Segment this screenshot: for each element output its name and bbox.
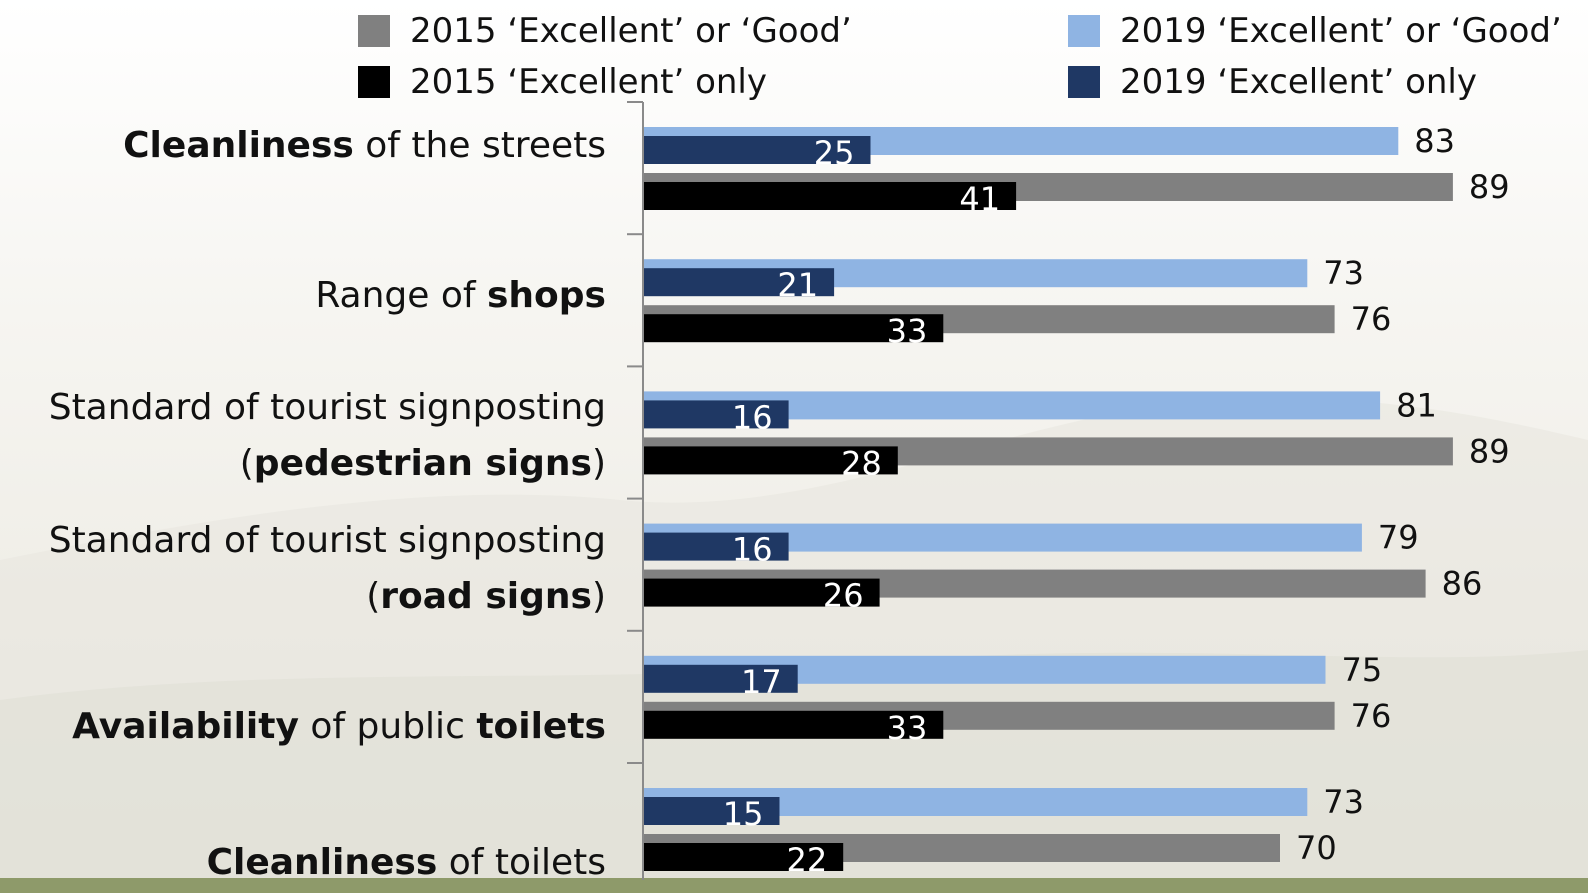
legend-swatch xyxy=(1068,15,1100,47)
bar-2019-excellent-only xyxy=(643,268,835,297)
data-label-2015-excellent-or-good: 70 xyxy=(1296,829,1337,867)
bar-2019-excellent-only xyxy=(643,136,871,164)
bar-2019-excellent-only xyxy=(643,400,789,429)
category-label-part: pedestrian signs xyxy=(253,443,592,485)
y-axis xyxy=(627,101,644,880)
category-label-part: Standard of tourist signposting xyxy=(48,519,606,561)
data-label-2019-excellent-only: 16 xyxy=(732,531,773,569)
data-label-2015-excellent-only: 28 xyxy=(841,444,882,482)
data-label-2015-excellent-only: 33 xyxy=(887,312,928,350)
data-label-2015-excellent-or-good: 89 xyxy=(1469,432,1510,470)
category-label-part: Standard of tourist signposting xyxy=(48,387,606,429)
data-label-2019-excellent-or-good: 75 xyxy=(1342,651,1383,689)
category-label-part: Range of xyxy=(315,275,487,317)
category-label-part: ( xyxy=(366,575,381,617)
category-label-part: Cleanliness xyxy=(123,125,354,166)
legend-swatch xyxy=(1068,66,1100,98)
bar-2019-excellent-only xyxy=(643,532,789,561)
category-label-part: ) xyxy=(591,575,606,617)
data-label-2015-excellent-only: 33 xyxy=(887,709,928,747)
data-label-2015-excellent-only: 22 xyxy=(786,841,827,879)
bar-2015-excellent-only xyxy=(643,446,898,475)
category-label: Cleanliness of toilets xyxy=(207,835,606,891)
bars-group xyxy=(643,127,1453,871)
data-label-2015-excellent-or-good: 86 xyxy=(1442,565,1483,603)
data-label-2015-excellent-only: 41 xyxy=(959,180,1000,218)
category-label: Cleanliness of the streets xyxy=(123,118,606,174)
bar-2019-excellent-only xyxy=(643,664,798,693)
category-label-part: of toilets xyxy=(437,842,606,883)
data-label-2015-excellent-or-good: 76 xyxy=(1351,300,1392,338)
value-labels-group: 83 25 89 41 73 21 76 33 81 16 89 28 79 16 86 26 75 17 76 33… xyxy=(723,122,1510,879)
category-label: Range of shops xyxy=(315,268,606,324)
legend-swatch xyxy=(358,66,390,98)
data-label-2019-excellent-or-good: 79 xyxy=(1378,519,1419,557)
data-label-2019-excellent-or-good: 73 xyxy=(1323,783,1364,821)
bar-2015-excellent-only xyxy=(643,578,880,607)
legend-label: 2015 ‘Excellent’ only xyxy=(410,62,767,102)
bar-2015-excellent-only xyxy=(643,710,944,739)
legend-label: 2015 ‘Excellent’ or ‘Good’ xyxy=(410,11,852,51)
category-label: Standard of tourist signposting (pedestri… xyxy=(49,380,606,492)
category-label-part: of public xyxy=(298,705,477,747)
category-label-part: toilets xyxy=(476,705,606,747)
bar-2019-excellent-only xyxy=(643,797,780,825)
data-label-2019-excellent-only: 17 xyxy=(741,663,782,701)
category-label-part: road signs xyxy=(380,575,592,617)
data-label-2015-excellent-or-good: 76 xyxy=(1351,697,1392,735)
legend-swatch xyxy=(358,15,390,47)
data-label-2019-excellent-or-good: 81 xyxy=(1396,386,1437,424)
category-label: Availability of public toilets xyxy=(72,699,606,755)
legend-label: 2019 ‘Excellent’ only xyxy=(1120,62,1477,102)
category-label-part: ( xyxy=(239,443,254,485)
legend-label: 2019 ‘Excellent’ or ‘Good’ xyxy=(1120,11,1562,51)
data-label-2015-excellent-only: 26 xyxy=(823,577,864,615)
category-label-part: shops xyxy=(487,275,606,317)
category-label-part: ) xyxy=(591,443,606,485)
category-label-part: Availability xyxy=(72,705,299,747)
category-label-part: of the streets xyxy=(353,125,606,166)
data-label-2019-excellent-only: 15 xyxy=(723,795,764,833)
bar-2015-excellent-only xyxy=(643,843,844,871)
bar-2015-excellent-only xyxy=(643,182,1017,210)
category-label: Standard of tourist signposting (road sig… xyxy=(49,513,606,625)
data-label-2019-excellent-or-good: 73 xyxy=(1323,254,1364,292)
data-label-2019-excellent-only: 21 xyxy=(777,266,818,304)
bar-2015-excellent-only xyxy=(643,314,944,343)
data-label-2019-excellent-only: 16 xyxy=(732,398,773,436)
data-label-2019-excellent-or-good: 83 xyxy=(1414,122,1455,160)
data-label-2015-excellent-or-good: 89 xyxy=(1469,168,1510,206)
category-label-part: Cleanliness xyxy=(206,842,438,883)
data-label-2019-excellent-only: 25 xyxy=(814,134,855,172)
